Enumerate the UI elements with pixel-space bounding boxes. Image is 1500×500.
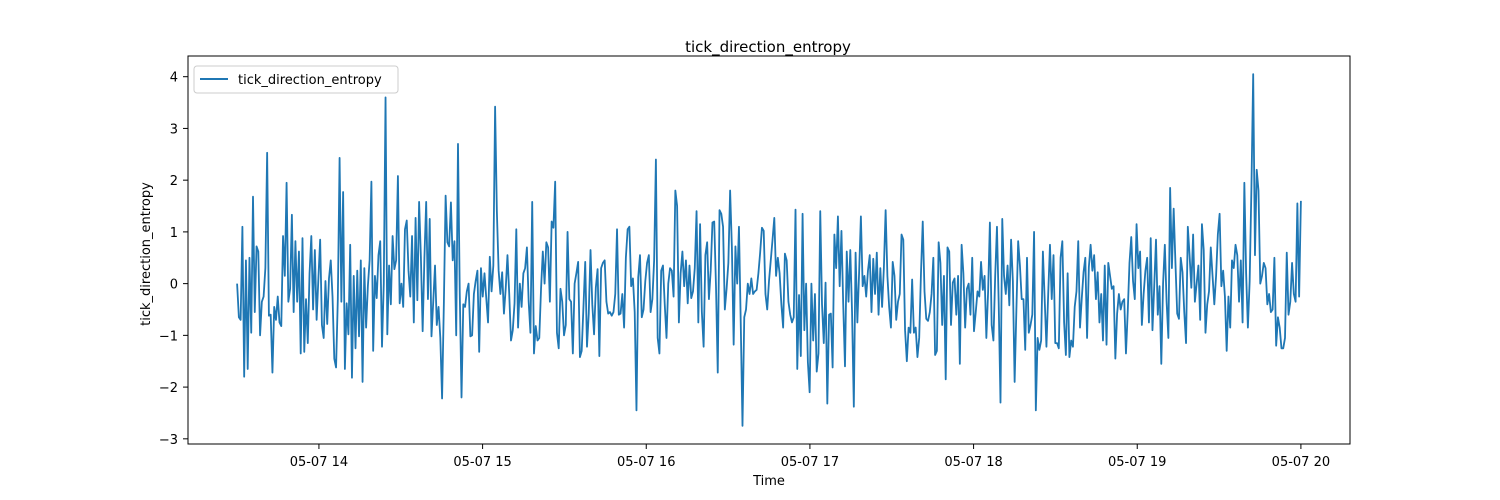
x-tick-label: 05-07 15 [453, 455, 511, 470]
x-axis: 05-07 14 05-07 15 05-07 16 05-07 17 05-07 18… [290, 444, 1330, 470]
x-tick-label: 05-07 19 [1108, 455, 1166, 470]
y-tick-label: −2 [159, 381, 178, 396]
chart-title: tick_direction_entropy [685, 38, 851, 57]
x-axis-title: Time [752, 474, 785, 489]
legend: tick_direction_entropy [193, 65, 399, 94]
x-tick-label: 05-07 20 [1272, 455, 1330, 470]
y-axis-title: tick_direction_entropy [139, 182, 154, 326]
series-layer [236, 73, 1302, 427]
y-axis: −3 −2 −1 0 1 2 3 4 [159, 71, 188, 448]
y-tick-label: −3 [159, 433, 178, 448]
legend-label: tick_direction_entropy [238, 73, 382, 88]
series-line [236, 73, 1302, 427]
y-tick-label: 2 [170, 174, 178, 189]
y-tick-label: 0 [170, 278, 178, 293]
x-tick-label: 05-07 16 [617, 455, 675, 470]
x-tick-label: 05-07 17 [781, 455, 839, 470]
y-tick-label: 1 [170, 226, 178, 241]
y-tick-label: 4 [170, 71, 178, 86]
y-tick-label: −1 [159, 329, 178, 344]
x-tick-label: 05-07 18 [944, 455, 1002, 470]
y-tick-label: 3 [170, 122, 178, 137]
legend-box [193, 65, 399, 94]
plot-area-frame [187, 55, 1351, 445]
x-tick-label: 05-07 14 [290, 455, 348, 470]
